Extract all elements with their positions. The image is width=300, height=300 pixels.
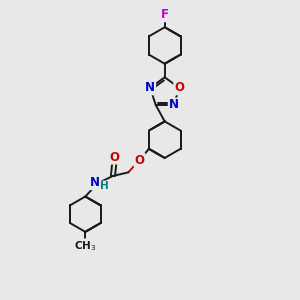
Text: O: O bbox=[174, 81, 184, 94]
Text: O: O bbox=[134, 154, 145, 166]
Text: H: H bbox=[100, 181, 109, 191]
Text: N: N bbox=[90, 176, 100, 189]
Text: F: F bbox=[161, 8, 169, 21]
Text: CH$_3$: CH$_3$ bbox=[74, 239, 97, 253]
Text: O: O bbox=[110, 151, 119, 164]
Text: N: N bbox=[145, 81, 155, 94]
Text: N: N bbox=[169, 98, 179, 112]
